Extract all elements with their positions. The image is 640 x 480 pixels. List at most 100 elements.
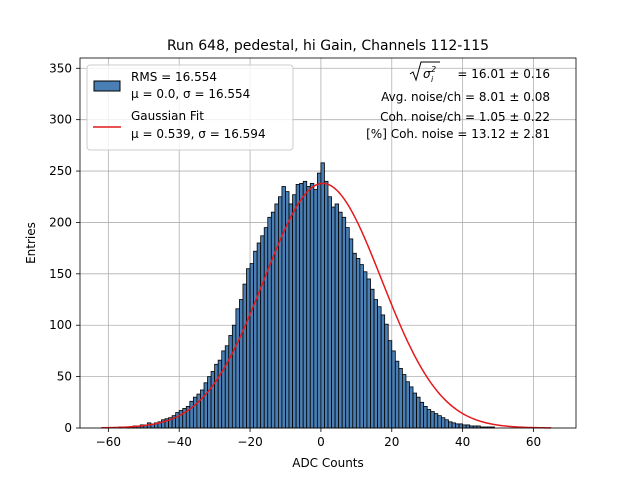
histogram-bar [448,421,453,429]
histogram-bar [387,340,393,429]
histogram-bar [228,335,233,429]
histogram-bar [309,182,315,429]
histogram-bar [444,419,449,429]
histogram-bar [175,412,180,429]
histogram-bar [249,263,255,429]
histogram-bar [281,186,286,429]
histogram-bar [207,376,212,429]
histogram-bar [253,250,258,429]
x-tick-label: 60 [526,435,541,449]
histogram-bar [440,417,446,429]
x-tick-label: −60 [96,435,121,449]
histogram-bar [292,194,297,429]
histogram-bars [118,162,495,429]
legend: RMS = 16.554 μ = 0.0, σ = 16.554 Gaussia… [86,64,294,151]
histogram-bar [214,363,219,429]
legend-histogram-swatch [93,80,121,92]
histogram-bar [458,423,464,429]
y-tick-label: 350 [49,61,72,75]
y-axis-ticks: 0 50 100 150 200 250 300 350 [49,61,80,435]
x-tick-label: 20 [384,435,399,449]
histogram-bar [239,299,244,429]
histogram-bar [359,264,364,429]
x-tick-label: 0 [317,435,325,449]
histogram-bar [341,216,347,429]
legend-histogram-label-line1: RMS = 16.554 [131,70,217,84]
histogram-bar [235,308,240,429]
histogram-bar [210,371,216,429]
histogram-bar [355,258,361,429]
plot-frame [79,57,577,429]
y-tick-label: 250 [49,164,72,178]
histogram-bar [363,271,368,429]
gaussian-fit-curve [101,182,552,429]
histogram-bar [370,288,375,429]
histogram-bar [409,386,414,429]
y-tick-label: 50 [57,370,72,384]
histogram-bar [217,359,223,429]
histogram-bar [189,400,194,429]
histogram-bar [221,350,226,429]
noise-annotations: σ 2 i = 16.01 ± 0.16 Avg. noise/ch = 8.0… [366,61,550,141]
histogram-bar [196,393,201,429]
histogram-bar [192,396,198,429]
histogram-bar [455,423,460,429]
x-tick-label: −20 [237,435,262,449]
histogram-bar [246,268,251,429]
x-tick-label: 40 [455,435,470,449]
x-axis-ticks: −60 −40 −20 0 20 40 60 [96,428,541,449]
histogram-bar [242,283,247,429]
histogram-bar [327,196,332,429]
histogram-bar [263,227,269,429]
histogram-bar [352,252,357,429]
histogram-bar [203,382,208,429]
x-axis-label: ADC Counts [292,456,364,470]
histogram-bar [331,206,336,429]
histogram-bar [295,184,301,429]
histogram-bar [433,413,439,429]
annotation-pct-coh-noise: [%] Coh. noise = 13.12 ± 2.81 [366,127,550,141]
annotation-sigma: = 16.01 ± 0.16 [457,67,550,81]
histogram-bar [391,350,396,429]
histogram-bar [412,392,417,429]
histogram-bar [380,314,386,429]
legend-histogram-label-line2: μ = 0.0, σ = 16.554 [131,87,250,101]
histogram-bar [465,424,471,429]
histogram-bar [405,381,410,429]
y-axis-label: Entries [24,222,38,264]
histogram-bar [416,396,421,429]
histogram-bar [274,203,279,429]
histogram-bar [306,186,311,429]
histogram-bar [462,424,467,429]
legend-fit-label-line2: μ = 0.539, σ = 16.594 [131,127,266,141]
histogram-bar [299,182,304,429]
histogram-bar [320,162,325,429]
histogram-bar [430,411,435,429]
histogram-bar [313,189,318,429]
y-tick-label: 200 [49,215,72,229]
annotation-avg-noise: Avg. noise/ch = 8.01 ± 0.08 [381,90,550,104]
histogram-bar [270,211,276,429]
histogram-bar [366,278,371,429]
histogram-bar [348,238,354,429]
y-tick-label: 150 [49,267,72,281]
histogram-bar [200,389,205,429]
histogram-bar [231,324,237,429]
histogram-bar [345,227,350,429]
svg-text:i: i [431,75,434,84]
y-tick-label: 100 [49,318,72,332]
histogram-bar [437,415,442,429]
histogram-bar [224,345,230,429]
histogram-bar [316,172,322,429]
histogram-bar [423,406,428,429]
histogram-bar [401,374,407,429]
histogram-bar [377,306,382,429]
y-tick-label: 0 [64,421,72,435]
annotation-coh-noise: Coh. noise/ch = 1.05 ± 0.22 [380,110,550,124]
grid-lines [80,58,576,429]
x-tick-label: −40 [167,435,192,449]
histogram-bar [394,360,400,429]
legend-box [86,64,294,151]
histogram-bar [373,299,378,429]
